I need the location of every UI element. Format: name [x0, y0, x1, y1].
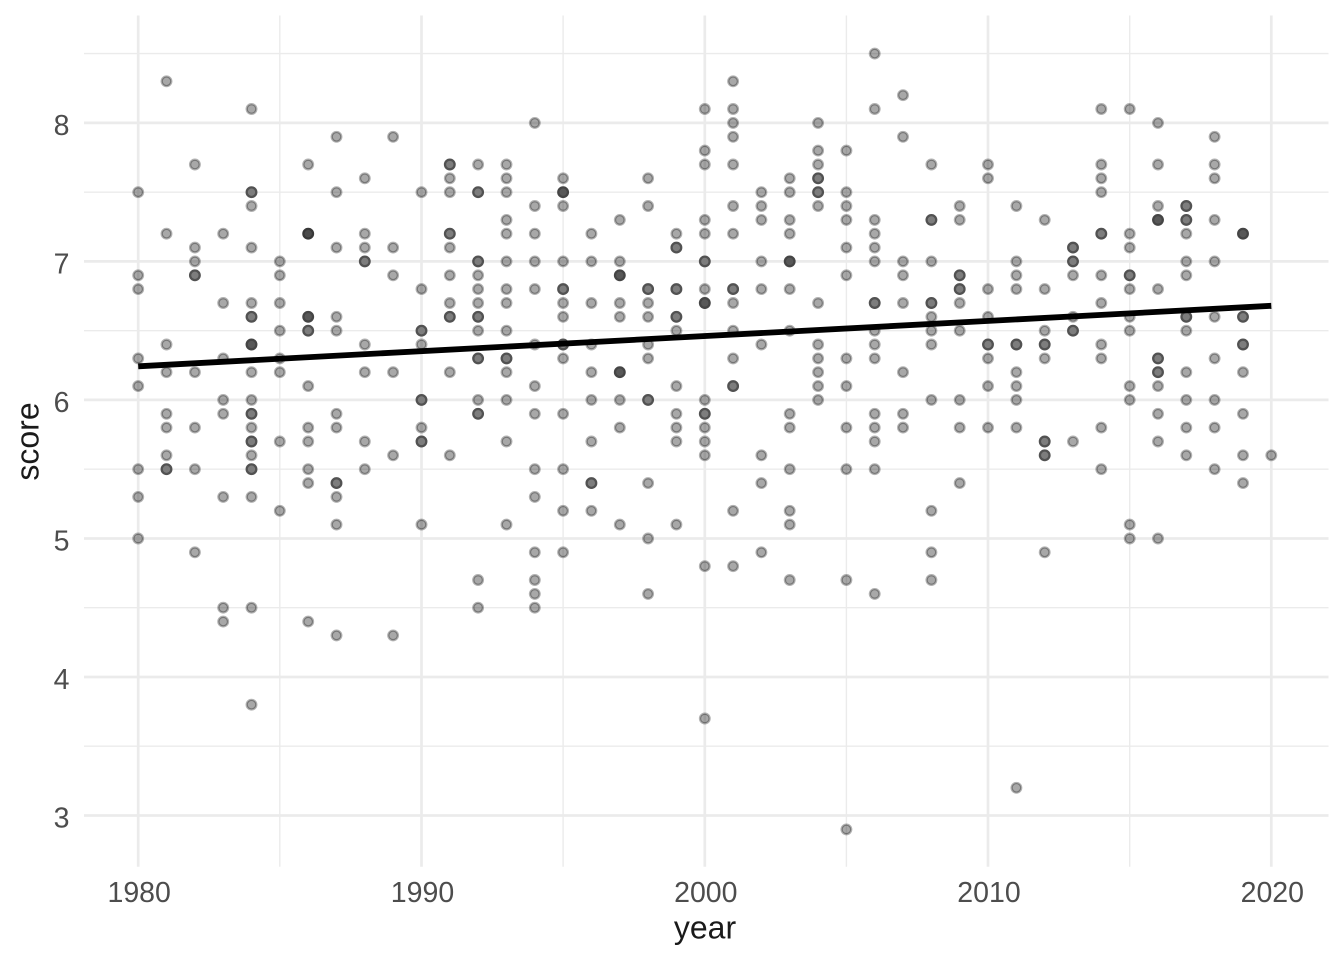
svg-text:3: 3	[54, 803, 70, 835]
svg-text:6: 6	[54, 387, 70, 419]
svg-text:2000: 2000	[674, 877, 737, 909]
svg-text:4: 4	[54, 664, 70, 696]
svg-text:score: score	[10, 402, 46, 480]
svg-text:8: 8	[54, 110, 70, 142]
svg-text:2010: 2010	[957, 877, 1020, 909]
svg-text:5: 5	[54, 526, 70, 558]
svg-text:2020: 2020	[1241, 877, 1304, 909]
svg-text:7: 7	[54, 248, 70, 280]
svg-text:year: year	[674, 910, 737, 946]
svg-text:1990: 1990	[391, 877, 454, 909]
svg-text:1980: 1980	[107, 877, 170, 909]
